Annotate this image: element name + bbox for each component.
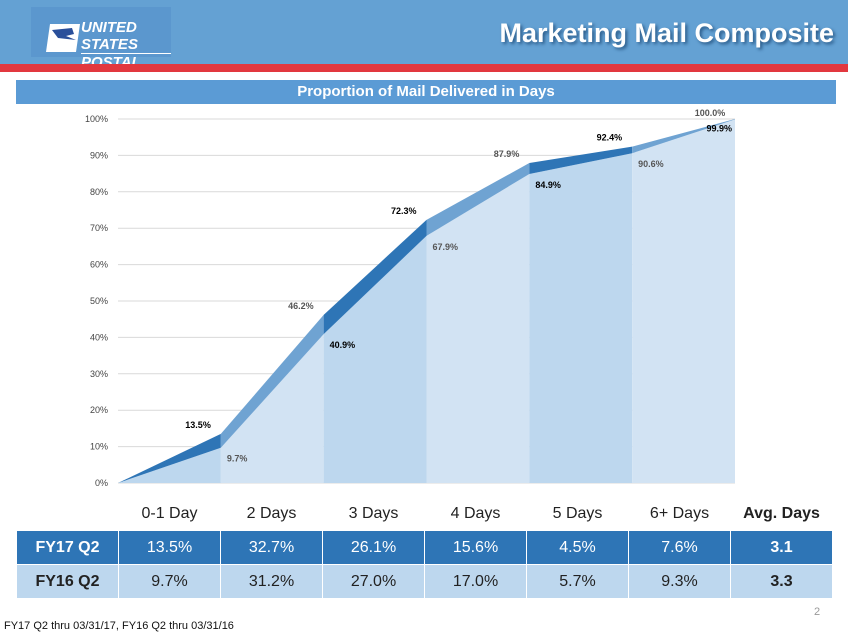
fy17-data-label: 100.0% [695, 108, 726, 118]
fy16-data-label: 99.9% [706, 123, 732, 133]
table-row: FY17 Q2 13.5% 32.7% 26.1% 15.6% 4.5% 7.6… [16, 530, 833, 565]
fy16-area-segment [632, 119, 735, 483]
fy17-band-segment [220, 314, 324, 448]
cell: 9.3% [628, 564, 731, 599]
y-tick-label: 20% [90, 405, 108, 415]
cell: 32.7% [220, 530, 323, 565]
col-header: Avg. Days [743, 505, 820, 522]
cell: 3.3 [730, 564, 833, 599]
y-tick-label: 70% [90, 223, 108, 233]
fy17-band-segment [426, 163, 530, 236]
row-label: FY17 Q2 [16, 530, 119, 565]
cell: 26.1% [322, 530, 425, 565]
table-header-row: 0-1 Day 2 Days 3 Days 4 Days 5 Days 6+ D… [17, 498, 833, 531]
page-title: Marketing Mail Composite [499, 18, 834, 48]
cell: 27.0% [322, 564, 425, 599]
y-tick-label: 0% [95, 478, 108, 488]
col-header: 5 Days [552, 505, 603, 522]
y-tick-label: 10% [90, 442, 108, 452]
red-divider [0, 64, 848, 72]
fy16-area-segment [323, 235, 427, 483]
col-header: 6+ Days [649, 505, 710, 522]
y-tick-label: 40% [90, 332, 108, 342]
fy16-area-segment [426, 173, 530, 484]
y-tick-label: 60% [90, 260, 108, 270]
fy16-data-label: 84.9% [535, 180, 561, 190]
footnote: FY17 Q2 thru 03/31/17, FY16 Q2 thru 03/3… [4, 620, 234, 632]
fy17-data-label: 13.5% [185, 420, 211, 430]
cell: 3.1 [730, 530, 833, 565]
fy17-band-segment [529, 146, 633, 174]
cell: 13.5% [118, 530, 221, 565]
fy16-area-segment [118, 447, 221, 483]
fy17-data-label: 46.2% [288, 301, 314, 311]
fy16-data-label: 40.9% [330, 340, 356, 350]
cell: 31.2% [220, 564, 323, 599]
cell: 17.0% [424, 564, 527, 599]
cell: 4.5% [526, 530, 629, 565]
fy16-area-segment [220, 334, 324, 483]
fy16-data-label: 67.9% [433, 242, 459, 252]
col-header: 4 Days [450, 505, 501, 522]
y-tick-label: 50% [90, 296, 108, 306]
cell: 7.6% [628, 530, 731, 565]
fy17-band-segment [632, 119, 735, 154]
chart-title: Proportion of Mail Delivered in Days [16, 80, 836, 104]
col-header: 2 Days [246, 505, 297, 522]
page-number: 2 [814, 606, 821, 618]
y-tick-label: 100% [85, 114, 108, 124]
fy17-data-label: 72.3% [391, 206, 417, 216]
logo-line1: UNITED STATES [81, 19, 138, 53]
fy16-data-label: 90.6% [638, 159, 664, 169]
fy17-band-segment [323, 219, 427, 335]
cell: 9.7% [118, 564, 221, 599]
y-tick-label: 30% [90, 369, 108, 379]
data-table: 0-1 Day 2 Days 3 Days 4 Days 5 Days 6+ D… [16, 498, 833, 599]
fy16-area-segment [529, 153, 633, 483]
fy17-band-segment [118, 433, 221, 483]
fy17-data-label: 87.9% [494, 149, 520, 159]
cell: 5.7% [526, 564, 629, 599]
row-label: FY16 Q2 [16, 564, 119, 599]
col-header: 0-1 Day [141, 505, 198, 522]
fy17-data-label: 92.4% [597, 133, 623, 143]
fy16-data-label: 9.7% [227, 454, 248, 464]
y-tick-label: 90% [90, 150, 108, 160]
chart: 0% 10% 20% 30% 40% 50% 60% 70% 80% 90% 100% 13.5% 9.… [85, 108, 735, 488]
table-row: FY16 Q2 9.7% 31.2% 27.0% 17.0% 5.7% 9.3%… [16, 564, 833, 599]
col-header: 3 Days [348, 505, 399, 522]
eagle-icon [46, 24, 80, 52]
y-tick-label: 80% [90, 187, 108, 197]
cell: 15.6% [424, 530, 527, 565]
